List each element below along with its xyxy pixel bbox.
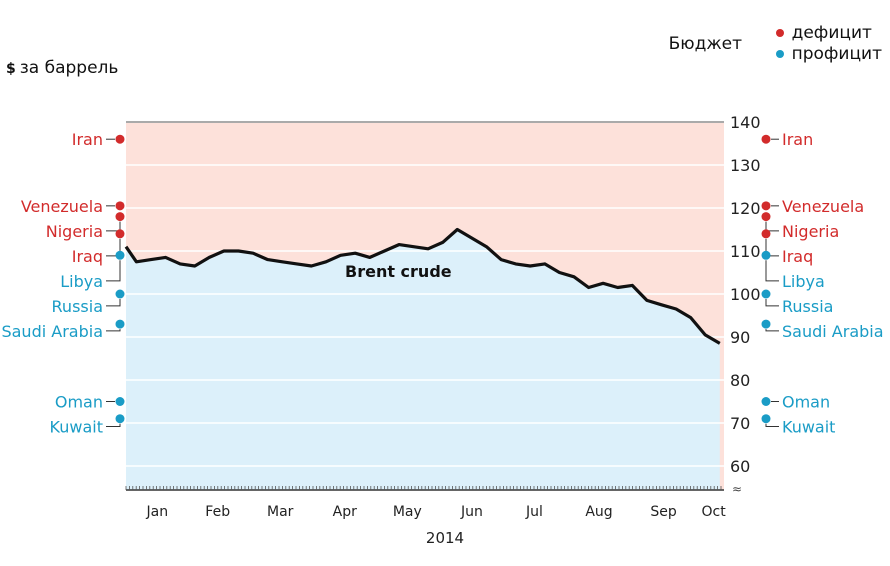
y-tick-label-130: 130 [730, 156, 761, 175]
x-tick-label-aug: Aug [585, 504, 612, 520]
x-tick-label-jan: Jan [146, 504, 169, 520]
breakeven-dot-left-russia [115, 289, 125, 299]
country-label-right-saudi-arabia: Saudi Arabia [782, 322, 884, 341]
breakeven-dot-right-venezuela [761, 201, 771, 211]
country-label-left-nigeria: Nigeria [46, 222, 103, 241]
breakeven-dot-left-nigeria [115, 212, 125, 222]
x-tick-label-mar: Mar [267, 504, 294, 520]
x-tick-label-jun: Jun [460, 504, 483, 520]
x-tick-label-oct: Oct [701, 504, 726, 520]
leader-line-right-saudi-arabia [765, 329, 779, 332]
chart-legend: Бюджет дефицит профицит [669, 22, 882, 64]
breakeven-dot-left-saudi-arabia [115, 319, 125, 329]
leader-line-left-nigeria [106, 221, 121, 232]
y-tick-label-80: 80 [730, 371, 750, 390]
x-axis-year-label: 2014 [426, 529, 464, 547]
country-label-right-iran: Iran [782, 130, 813, 149]
country-label-right-venezuela: Venezuela [782, 197, 864, 216]
country-label-left-iran: Iran [72, 130, 103, 149]
breakeven-dot-right-kuwait [761, 414, 771, 424]
country-label-left-oman: Oman [55, 393, 103, 412]
leader-line-left-kuwait [106, 423, 121, 427]
leader-line-right-nigeria [765, 221, 779, 232]
leader-line-left-libya [106, 260, 121, 282]
country-label-right-libya: Libya [782, 272, 825, 291]
breakeven-dot-left-libya [115, 250, 125, 260]
breakeven-dot-right-iran [761, 134, 771, 144]
brent-crude-line [124, 227, 721, 345]
y-axis-unit-label: $ за баррель [6, 58, 118, 78]
x-tick-label-jul: Jul [525, 504, 543, 520]
breakeven-dot-left-kuwait [115, 414, 125, 424]
y-tick-label-60: 60 [730, 457, 750, 476]
breakeven-dot-right-russia [761, 289, 771, 299]
breakeven-dot-right-iraq [761, 229, 771, 239]
y-tick-label-100: 100 [730, 285, 761, 304]
leader-line-right-kuwait [765, 423, 779, 427]
country-label-left-russia: Russia [52, 297, 103, 316]
leader-line-left-saudi-arabia [106, 329, 121, 332]
leader-line-right-russia [765, 299, 779, 307]
y-tick-label-70: 70 [730, 414, 750, 433]
breakeven-dot-left-oman [115, 397, 125, 406]
x-tick-label-may: May [393, 504, 422, 520]
breakeven-dot-left-venezuela [115, 201, 125, 211]
leader-line-right-libya [765, 260, 779, 282]
surplus-dot-icon [775, 49, 784, 58]
breakeven-dot-left-iraq [115, 229, 125, 239]
x-tick-label-apr: Apr [333, 504, 357, 520]
breakeven-dot-right-oman [761, 397, 771, 406]
breakeven-dot-right-nigeria [761, 212, 771, 222]
x-tick-label-sep: Sep [650, 504, 677, 520]
axis-break-icon: ≈ [732, 482, 742, 496]
series-label-brent-crude: Brent crude [345, 262, 452, 281]
country-label-left-iraq: Iraq [72, 247, 103, 266]
country-label-right-iraq: Iraq [782, 247, 813, 266]
deficit-dot-icon [775, 28, 784, 37]
x-tick-label-feb: Feb [205, 504, 230, 520]
country-label-right-kuwait: Kuwait [782, 418, 835, 437]
country-label-left-venezuela: Venezuela [21, 197, 103, 216]
y-tick-label-90: 90 [730, 328, 750, 347]
country-label-right-oman: Oman [782, 393, 830, 412]
y-tick-label-120: 120 [730, 199, 761, 218]
legend-label-deficit: дефицит [791, 22, 872, 43]
y-tick-label-110: 110 [730, 242, 761, 261]
legend-title: Бюджет [668, 34, 742, 54]
country-label-right-russia: Russia [782, 297, 833, 316]
y-tick-label-140: 140 [730, 113, 761, 132]
unit-text: за баррель [19, 58, 119, 78]
currency-symbol: $ [6, 61, 16, 77]
legend-label-surplus: профицит [791, 43, 882, 64]
country-label-left-kuwait: Kuwait [50, 418, 103, 437]
country-label-left-libya: Libya [60, 272, 103, 291]
legend-item-deficit: дефицит [775, 22, 882, 43]
country-label-right-nigeria: Nigeria [782, 222, 839, 241]
breakeven-dot-right-libya [761, 250, 771, 260]
breakeven-dot-right-saudi-arabia [761, 319, 771, 329]
breakeven-dot-left-iran [115, 134, 125, 144]
legend-item-surplus: профицит [775, 43, 882, 64]
leader-line-left-russia [106, 299, 121, 307]
country-label-left-saudi-arabia: Saudi Arabia [1, 322, 103, 341]
